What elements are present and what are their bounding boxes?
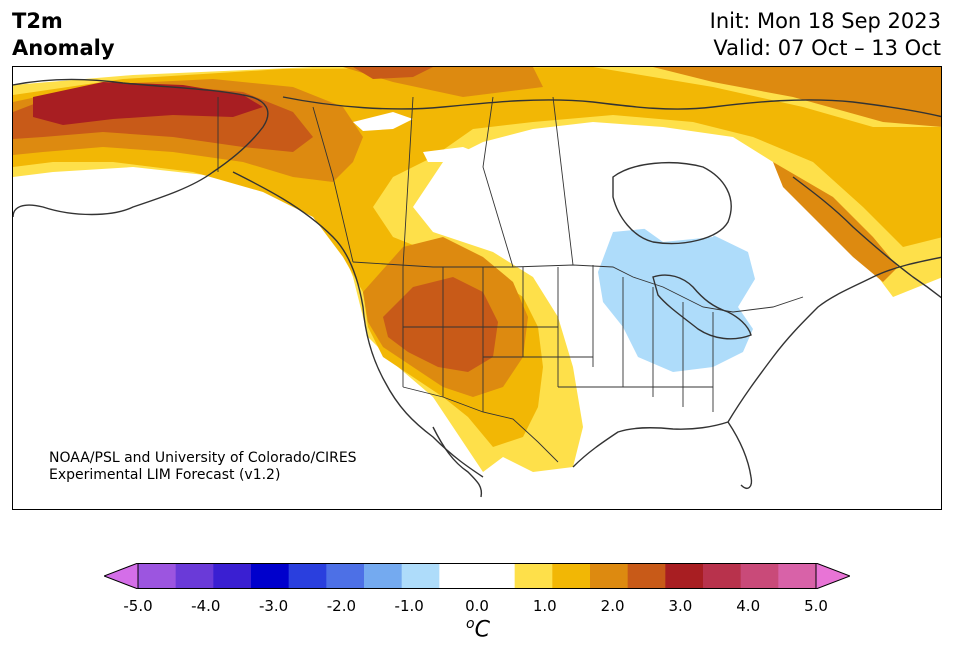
colorbar-tick-label: 0.0 [465,597,489,615]
anomaly-contour-5c [33,82,263,125]
political-boundaries [217,96,804,463]
colorbar-tick-label: 4.0 [736,597,761,615]
labrador-coast [792,176,941,299]
map-title: T2m Anomaly [12,8,115,62]
colorbar-tick-label: 5.0 [804,597,828,615]
init-date: Init: Mon 18 Sep 2023 [709,9,941,33]
colorbar-cell [138,563,177,589]
hudson-bay-coast [612,162,732,245]
mexico-gulf-coast [572,421,729,468]
colorbar-cell [364,563,403,589]
colorbar-tick-label: -1.0 [394,597,424,615]
colorbar-tick-label: 2.0 [600,597,625,615]
lake-white [353,112,413,131]
colorbar-cell [778,563,817,589]
us-canada-border [352,261,804,313]
title-line-1: T2m [12,9,63,33]
colorbar-cell [213,563,252,589]
colorbar-tick-label: -4.0 [191,597,221,615]
colorbar-cell [665,563,704,589]
colorbar-tick-label: -5.0 [123,597,153,615]
credit-line-1: NOAA/PSL and University of Colorado/CIRE… [49,450,357,466]
colorbar-ticks: -5.0 -4.0 -3.0 -2.0 -1.0 0.0 1.0 2.0 3.0 4.0 5.0 [0,597,953,617]
colorbar-cell [288,563,327,589]
colorbar-cell [552,563,591,589]
colorbar-cell [627,563,666,589]
anomaly-contour-north-3 [653,67,941,127]
lake-white-2 [423,147,483,162]
units-degree: o [466,616,475,632]
map-panel [12,66,942,510]
province-lines [312,96,574,268]
credit-line-2: Experimental LIM Forecast (v1.2) [49,467,281,483]
anomaly-contour-north-2 [353,67,433,79]
east-coast [727,256,941,423]
state-lines [402,265,714,412]
colorbar-tick-label: 3.0 [668,597,693,615]
west-coast [232,171,484,478]
great-lakes [652,274,752,340]
florida [727,421,753,489]
colorbar-cell [477,563,516,589]
colorbar-min-extension [104,563,139,589]
colorbar-tick-label: 1.0 [532,597,557,615]
us-mexico-border [402,386,559,463]
colorbar-cell [326,563,365,589]
colorbar-max-extension [815,563,850,589]
colorbar-cell [439,563,478,589]
colorbar-cells [138,563,817,589]
title-line-2: Anomaly [12,36,115,60]
valid-period: Valid: 07 Oct – 13 Oct [713,36,941,60]
colorbar-cell [740,563,779,589]
warm-anomaly-fill [13,67,941,472]
arctic-coast [282,96,941,118]
hudson-bay-white [613,162,733,242]
cool-anomaly-fill [598,227,755,372]
colorbar-cell [175,563,214,589]
anomaly-contour-labrador [773,162,898,282]
colorbar-outline [137,563,817,589]
colorbar-cell [703,563,742,589]
units-symbol: C [474,617,490,643]
alaska-coast [13,78,269,218]
colorbar-tick-label: -3.0 [258,597,289,615]
colorbar-cell [251,563,290,589]
colorbar-tick-label: -2.0 [326,597,357,615]
forecast-dates: Init: Mon 18 Sep 2023 Valid: 07 Oct – 13… [710,8,941,62]
colorbar-cell [590,563,629,589]
colorbar-cell [514,563,553,589]
colorbar [104,563,850,589]
baja [432,426,483,498]
credit-text: NOAA/PSL and University of Colorado/CIRE… [49,450,357,484]
colorbar-cell [401,563,440,589]
anomaly-contour-4c-west [383,277,498,372]
anomaly-map [13,67,941,498]
colorbar-units: oC [466,616,490,642]
coastlines [13,78,941,498]
